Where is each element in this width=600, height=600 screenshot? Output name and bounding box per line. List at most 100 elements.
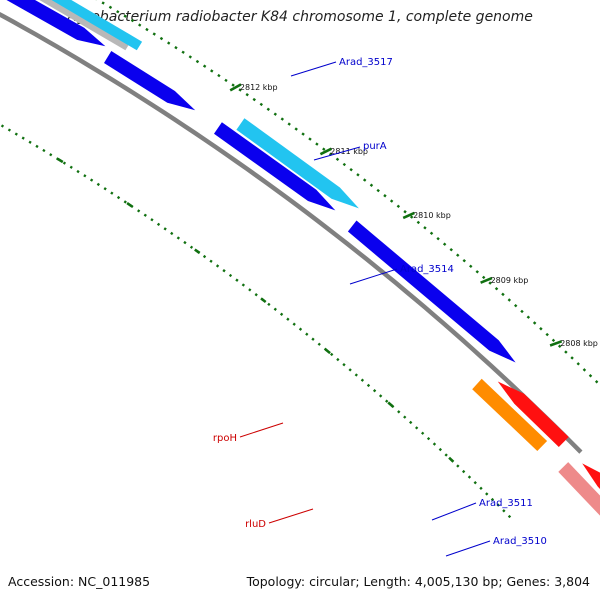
ruler-dot — [507, 298, 511, 302]
inner-ruler — [0, 124, 512, 519]
ruler-dot — [245, 93, 249, 97]
ruler-dot — [252, 97, 256, 102]
gene-arrow[interactable] — [30, 0, 131, 51]
ruler-dot — [62, 161, 67, 165]
topology-value: circular — [309, 574, 356, 589]
gene-arrow[interactable] — [472, 378, 548, 451]
ruler-dot — [490, 497, 495, 502]
ruler-dot — [28, 140, 32, 144]
ruler-dot — [163, 227, 167, 231]
gene-arrow[interactable] — [347, 220, 516, 363]
outer-major-tick — [480, 276, 493, 284]
ruler-dot — [235, 278, 239, 282]
ruler-dot — [501, 292, 505, 297]
ruler-dot — [403, 415, 407, 419]
ruler-dot — [42, 148, 46, 153]
gene-label[interactable]: rpoH — [213, 433, 237, 444]
ruler-dot — [174, 45, 178, 50]
ruler-dot — [123, 14, 127, 18]
ruler-dot — [409, 420, 413, 425]
topology-label: Topology: — [246, 574, 306, 589]
genes-label: Genes: — [506, 574, 551, 589]
ruler-dot — [152, 32, 156, 36]
gene-label-connector — [268, 508, 314, 524]
ruler-dot — [479, 486, 483, 490]
gene-label[interactable]: Arad_3514 — [400, 264, 454, 275]
gene-label[interactable]: purA — [363, 141, 387, 152]
ruler-dot — [280, 117, 284, 121]
gene-label[interactable]: Arad_3517 — [339, 57, 393, 68]
kbp-tick-label: 2812 kbp — [240, 83, 278, 92]
ruler-dot — [267, 302, 271, 307]
gene-arrow[interactable] — [104, 51, 196, 111]
ruler-dot — [110, 191, 114, 195]
ruler-dot — [438, 447, 442, 452]
gene-arrow[interactable] — [582, 463, 600, 536]
ruler-dot — [449, 247, 453, 252]
ruler-dot — [286, 317, 290, 321]
ruler-dot — [369, 183, 374, 187]
ruler-dot — [195, 59, 200, 64]
ruler-dot — [228, 273, 233, 278]
ruler-dot — [108, 5, 113, 10]
gene-label[interactable]: Arad_3510 — [493, 536, 547, 547]
ruler-dot — [101, 1, 105, 5]
ruler-dot — [396, 204, 401, 209]
ruler-dot — [96, 182, 100, 187]
ruler-dot — [266, 107, 270, 111]
outer-major-tick — [402, 211, 415, 220]
inner-major-tick — [194, 248, 201, 255]
ruler-dot — [462, 258, 466, 263]
gene-arrow[interactable] — [236, 118, 359, 209]
gene-label[interactable]: rluD — [245, 519, 266, 530]
gene-arrow[interactable] — [0, 0, 106, 47]
ruler-dot — [224, 78, 228, 83]
ruler-dot — [259, 102, 263, 107]
ruler-dot — [496, 503, 500, 507]
ruler-dot — [7, 128, 11, 132]
ruler-dot — [421, 431, 425, 435]
ruler-dot — [366, 383, 371, 388]
ruler-dot — [215, 264, 220, 268]
gene-label-connector — [431, 502, 477, 521]
gene-label-connector — [313, 146, 361, 161]
ruler-dot — [222, 269, 226, 273]
ruler-dot — [462, 469, 466, 474]
ruler-dot — [305, 332, 309, 336]
ruler-dot — [167, 41, 171, 45]
ruler-dot — [49, 153, 53, 157]
ruler-dot — [539, 327, 543, 331]
ruler-dot — [385, 399, 389, 403]
gene-label[interactable]: Arad_3511 — [479, 498, 533, 509]
ruler-dot — [383, 194, 387, 198]
gene-arrow[interactable] — [214, 122, 336, 211]
gene-arrow[interactable] — [42, 0, 143, 51]
ruler-dot — [311, 337, 315, 341]
outer-major-tick — [549, 340, 563, 347]
ruler-dot — [473, 481, 477, 485]
ruler-dot — [403, 210, 407, 214]
ruler-dot — [429, 231, 434, 236]
ruler-dot — [150, 218, 154, 222]
ruler-dot — [292, 322, 296, 326]
ruler-dot — [342, 162, 347, 167]
gene-arrow[interactable] — [497, 381, 569, 448]
map-title: Agrobacterium radiobacter K84 chromosome… — [67, 9, 533, 25]
ruler-dot — [21, 136, 25, 140]
ruler-dot — [409, 215, 414, 219]
ruler-dot — [416, 220, 421, 225]
ruler-dot — [372, 388, 377, 393]
ruler-dot — [170, 231, 174, 236]
gene-label-connector — [239, 422, 284, 438]
backbone-layer — [0, 11, 583, 454]
ruler-dot — [426, 437, 431, 441]
ruler-dot — [298, 327, 303, 331]
ruler-dot — [210, 69, 214, 73]
ruler-dot — [376, 188, 380, 193]
ruler-dot — [520, 309, 524, 314]
ruler-dot — [89, 178, 94, 182]
gene-arrow[interactable] — [558, 462, 600, 543]
ruler-dot — [467, 475, 472, 479]
ruler-dot — [532, 321, 537, 325]
